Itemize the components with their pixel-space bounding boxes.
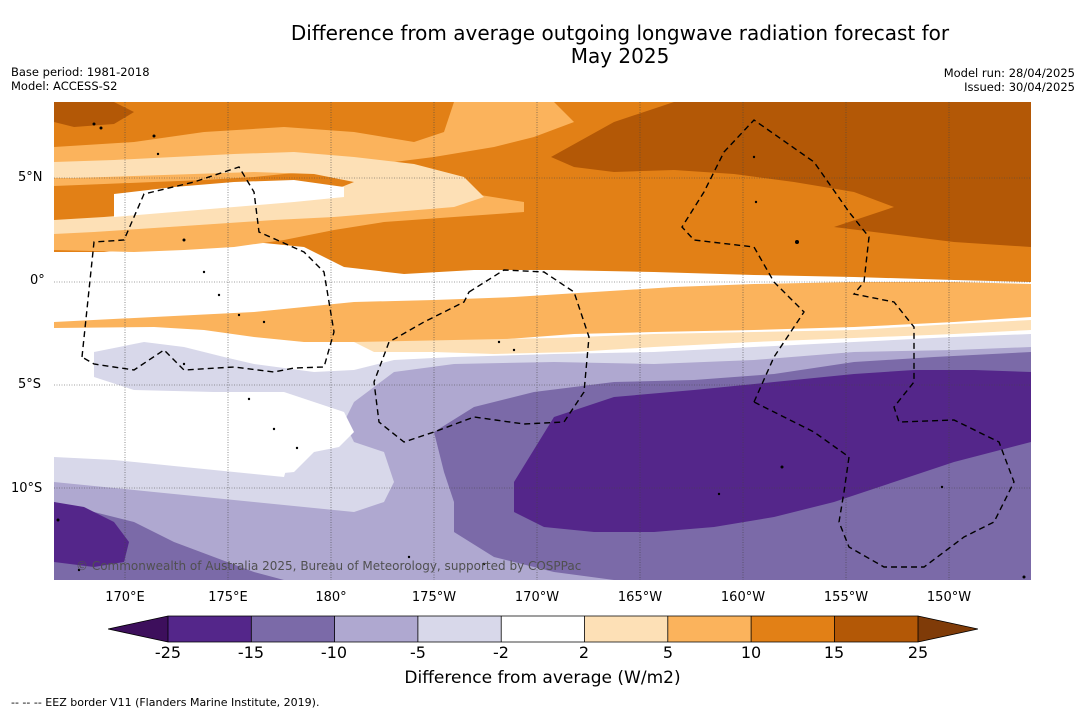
cb-extend-high [918, 616, 978, 642]
cb-tick-neg5: -5 [410, 643, 426, 662]
map-title: Difference from average outgoing longwav… [120, 22, 1085, 68]
anomaly-map: © Commonwealth of Australia 2025, Bureau… [54, 102, 1031, 580]
band-5-10-equator [54, 282, 1031, 342]
cb-tick-neg2: -2 [493, 643, 509, 662]
islands [56, 122, 1026, 579]
lon-label-175e: 175°E [208, 590, 248, 605]
lon-label-170w: 170°W [514, 590, 560, 605]
lat-label-5s: 5°S [18, 377, 42, 392]
colorbar-label: Difference from average (W/m2) [404, 668, 681, 688]
lon-label-180: 180° [315, 590, 347, 605]
cb-seg-4 [417, 616, 502, 642]
lat-label-10s: 10°S [11, 481, 43, 496]
cb-seg-3 [334, 616, 418, 642]
lat-label-5n: 5°N [18, 170, 43, 185]
lon-label-160w: 160°W [720, 590, 766, 605]
neutral-north-pocket [114, 180, 344, 217]
lon-label-150w: 150°W [926, 590, 972, 605]
lat-label-0: 0° [30, 273, 45, 288]
band-15-25-nw [54, 102, 134, 127]
cb-tick-10: 10 [740, 643, 762, 662]
band-neg25-neg15-main [514, 370, 1031, 532]
band-15-25-north [551, 102, 1031, 247]
cb-seg-7 [667, 616, 752, 642]
cb-tick-15: 15 [823, 643, 845, 662]
cb-seg-8 [751, 616, 835, 642]
title-line-1: Difference from average outgoing longwav… [290, 21, 950, 45]
band-neg25-neg15-sw [54, 502, 129, 567]
colorbar [108, 615, 978, 643]
cb-seg-6 [584, 616, 668, 642]
meta-right: Model run: 28/04/2025 Issued: 30/04/2025 [944, 66, 1075, 94]
cb-tick-neg15: -15 [237, 643, 265, 662]
lon-label-165w: 165°W [617, 590, 663, 605]
band-2-5-equator [354, 320, 1031, 354]
cb-seg-2 [251, 616, 335, 642]
lon-label-170e: 170°E [105, 590, 145, 605]
lon-label-175w: 175°W [411, 590, 457, 605]
graticule [54, 102, 1031, 580]
neutral-south-pocket [264, 402, 354, 474]
cb-tick-5: 5 [662, 643, 674, 662]
cb-tick-neg10: -10 [320, 643, 348, 662]
cb-seg-5 [501, 616, 585, 642]
eez-borders [81, 119, 1015, 568]
cb-seg-9 [834, 616, 918, 642]
band-2-5-north [54, 152, 484, 234]
base-period: Base period: 1981-2018 [11, 65, 150, 79]
cb-seg-1 [168, 616, 252, 642]
meta-left: Base period: 1981-2018 Model: ACCESS-S2 [11, 65, 150, 93]
map-svg [54, 102, 1031, 580]
cb-extend-low [108, 616, 168, 642]
copyright-notice: © Commonwealth of Australia 2025, Bureau… [76, 559, 582, 573]
issued-date: Issued: 30/04/2025 [964, 80, 1075, 94]
cb-tick-25: 25 [907, 643, 929, 662]
eez-legend-note: -- -- -- EEZ border V11 (Flanders Marine… [11, 696, 320, 709]
cb-tick-2: 2 [578, 643, 590, 662]
model-name: Model: ACCESS-S2 [11, 79, 118, 93]
lon-label-155w: 155°W [823, 590, 869, 605]
model-run: Model run: 28/04/2025 [943, 66, 1075, 80]
title-line-2: May 2025 [570, 44, 670, 68]
cb-tick-neg25: -25 [154, 643, 182, 662]
